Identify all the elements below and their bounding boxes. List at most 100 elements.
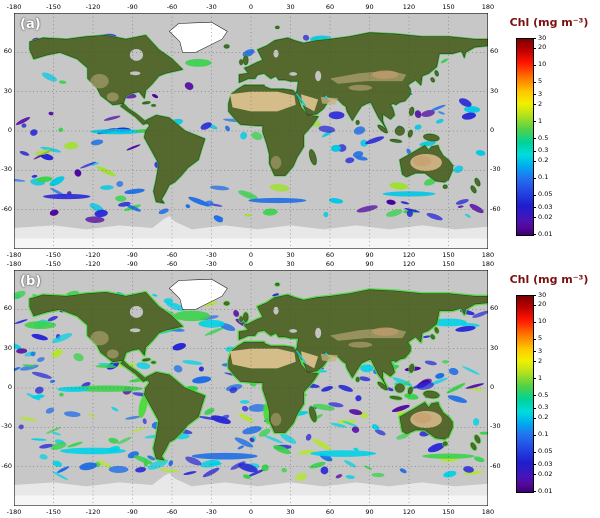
lon-tick-label: 180 [481, 251, 495, 259]
lat-tick-label: 30 [490, 86, 499, 95]
colorbar-tick-label: 0.5 [538, 133, 549, 142]
colorbar-a [516, 38, 534, 236]
lon-tick-label: -30 [206, 260, 217, 268]
lon-tick-label: 180 [481, 3, 495, 11]
lon-tick-label: 180 [481, 260, 495, 268]
lon-tick-label: 60 [325, 251, 335, 259]
lon-tick-label: 120 [402, 508, 416, 516]
lon-tick-label: 60 [325, 508, 335, 516]
lat-tick-label: -60 [1, 461, 12, 470]
lon-tick-label: 90 [365, 260, 374, 268]
lon-tick-label: -60 [166, 508, 178, 516]
lon-tick-label: -30 [206, 251, 217, 259]
lat-tick-label: 60 [490, 304, 499, 313]
lon-tick-label: -150 [46, 508, 61, 516]
lon-tick-label: -150 [46, 3, 61, 11]
lon-tick-label: -120 [85, 3, 101, 11]
colorbar-tick-label: 20 [538, 43, 547, 52]
colorbar-tick-label: 0.01 [538, 486, 553, 495]
colorbar-tick-label: 1 [538, 116, 543, 125]
colorbar-tick-label: 0.05 [538, 447, 553, 456]
lon-tick-label: 150 [442, 508, 455, 516]
panel-a-label: (a) [20, 17, 41, 32]
lon-tick-label: 0 [248, 3, 254, 11]
lon-tick-label: -180 [6, 3, 22, 11]
lon-tick-label: -90 [127, 251, 138, 259]
colorbar-tick-label: 0.5 [538, 390, 549, 399]
lon-tick-label: -90 [127, 3, 138, 11]
lon-tick-label: 120 [402, 3, 416, 11]
colorbar-tick-label: 0.03 [538, 202, 553, 211]
colorbar-tick-label: 10 [538, 317, 547, 326]
colorbar-tick-label: 0.1 [538, 173, 549, 182]
lon-tick-label: -90 [127, 260, 138, 268]
lon-tick-label: -180 [6, 508, 22, 516]
colorbar-tick-label: 0.2 [538, 156, 549, 165]
lat-tick-label: -30 [490, 165, 501, 174]
lat-tick-label: 60 [3, 304, 12, 313]
lat-tick-label: 30 [3, 343, 12, 352]
lon-tick-label: -60 [166, 260, 178, 268]
lon-tick-label: 90 [365, 251, 374, 259]
lon-tick-label: 60 [325, 260, 335, 268]
colorbar-tick-label: 20 [538, 300, 547, 309]
colorbar-tick-label: 3 [538, 346, 543, 355]
colorbar-tick-label: 0.3 [538, 403, 549, 412]
lon-tick-label: -120 [85, 251, 101, 259]
colorbar-tick-label: 0.3 [538, 146, 549, 155]
lon-tick-label: -30 [206, 3, 217, 11]
lon-tick-label: 30 [286, 260, 295, 268]
colorbar-tick-label: 3 [538, 89, 543, 98]
colorbar-b [516, 295, 534, 493]
colorbar-title-a: Chl (mg m⁻³) [509, 16, 589, 29]
lon-tick-label: -150 [46, 251, 61, 259]
lon-tick-label: -60 [166, 251, 178, 259]
lon-tick-label: 120 [402, 260, 416, 268]
colorbar-tick-label: 0.05 [538, 190, 553, 199]
lon-tick-label: -60 [166, 3, 178, 11]
lon-tick-label: 120 [402, 251, 416, 259]
colorbar-tick-label: 30 [538, 33, 547, 42]
lon-tick-label: 90 [365, 3, 374, 11]
lon-tick-label: -180 [6, 260, 22, 268]
lon-tick-label: -30 [206, 508, 217, 516]
colorbar-title-b: Chl (mg m⁻³) [509, 273, 589, 286]
lon-tick-label: 180 [481, 508, 495, 516]
colorbar-tick-label: 2 [538, 356, 543, 365]
lon-tick-label: 90 [365, 508, 374, 516]
colorbar-tick-label: 0.2 [538, 413, 549, 422]
world-map-chlorophyll-a [14, 13, 488, 249]
colorbar-tick-label: 10 [538, 60, 547, 69]
lon-tick-label: 0 [248, 251, 254, 259]
lat-tick-label: 30 [490, 343, 499, 352]
colorbar-tick-label: 2 [538, 99, 543, 108]
colorbar-tick-label: 5 [538, 334, 543, 343]
panel-b-label: (b) [20, 274, 42, 289]
lon-tick-label: 150 [442, 251, 455, 259]
lon-tick-label: 150 [442, 260, 455, 268]
lat-tick-label: -60 [1, 204, 12, 213]
world-map-chlorophyll-b [14, 270, 488, 506]
lat-tick-label: -30 [1, 165, 12, 174]
panel-b: (b) -180 -180 -150 -150 -120 -120 -90 -90 -60 -60… [0, 259, 600, 517]
colorbar-tick-label: 0.03 [538, 459, 553, 468]
lat-tick-label: 0 [7, 383, 12, 391]
lon-tick-label: -150 [46, 260, 61, 268]
colorbar-tick-label: 1 [538, 373, 543, 382]
colorbar-tick-label: 0.01 [538, 229, 553, 238]
lat-tick-label: 0 [490, 126, 495, 134]
lon-tick-label: -120 [85, 508, 101, 516]
lat-tick-label: 0 [7, 126, 12, 134]
lat-tick-label: -30 [1, 422, 12, 431]
colorbar-tick-label: 0.1 [538, 430, 549, 439]
lon-tick-label: 60 [325, 3, 335, 11]
colorbar-tick-label: 30 [538, 290, 547, 299]
lat-tick-label: 60 [490, 47, 499, 56]
lon-tick-label: 30 [286, 3, 295, 11]
lon-tick-label: 30 [286, 251, 295, 259]
map-b-frame [14, 270, 488, 506]
lon-tick-label: 0 [248, 508, 254, 516]
lat-tick-label: 60 [3, 47, 12, 56]
lon-tick-label: -180 [6, 251, 22, 259]
